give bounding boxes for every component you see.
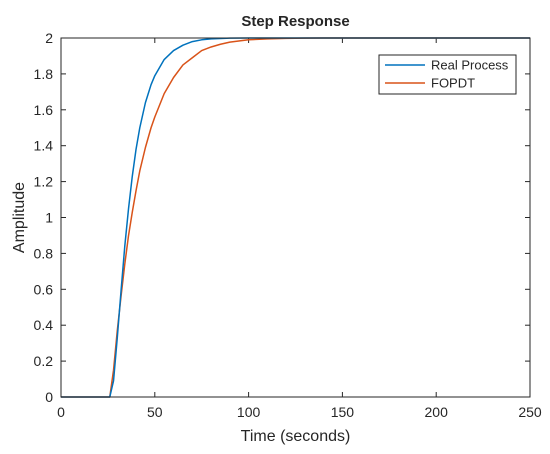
series-line-fopdt [61,37,530,398]
plot-area [61,38,530,397]
plot-border [60,37,531,398]
y-tick-label: 1.6 [34,102,54,118]
legend-label-real-process: Real Process [431,58,509,73]
tick-labels: 0 50 100 150 200 250 0 0.2 0.4 0.6 0.8 1 1.2 1.4 1.6 1.… [34,30,542,420]
x-tick-label: 100 [237,404,261,420]
x-axis-label: Time (seconds) [241,428,351,445]
x-tick-label: 200 [425,404,449,420]
y-tick-label: 1 [45,210,53,226]
y-tick-label: 2 [45,30,53,46]
legend-box [378,54,517,95]
y-tick-label: 0 [45,389,53,405]
y-tick-label: 1.2 [34,174,54,190]
x-tick-label: 250 [518,404,542,420]
x-tick-label: 50 [147,404,163,420]
y-tick-label: 0.2 [34,353,54,369]
y-tick-label: 0.4 [34,317,54,333]
y-tick-label: 0.8 [34,245,54,261]
x-tick-label: 150 [331,404,355,420]
y-tick-label: 1.4 [34,138,54,154]
y-tick-label: 1.8 [34,66,54,82]
chart-title: Step Response [241,13,349,30]
y-tick-label: 0.6 [34,281,54,297]
x-tick-label: 0 [57,404,65,420]
legend-label-fopdt: FOPDT [431,76,475,91]
legend: Real Process FOPDT [378,54,517,95]
y-axis-label: Amplitude [11,182,28,253]
